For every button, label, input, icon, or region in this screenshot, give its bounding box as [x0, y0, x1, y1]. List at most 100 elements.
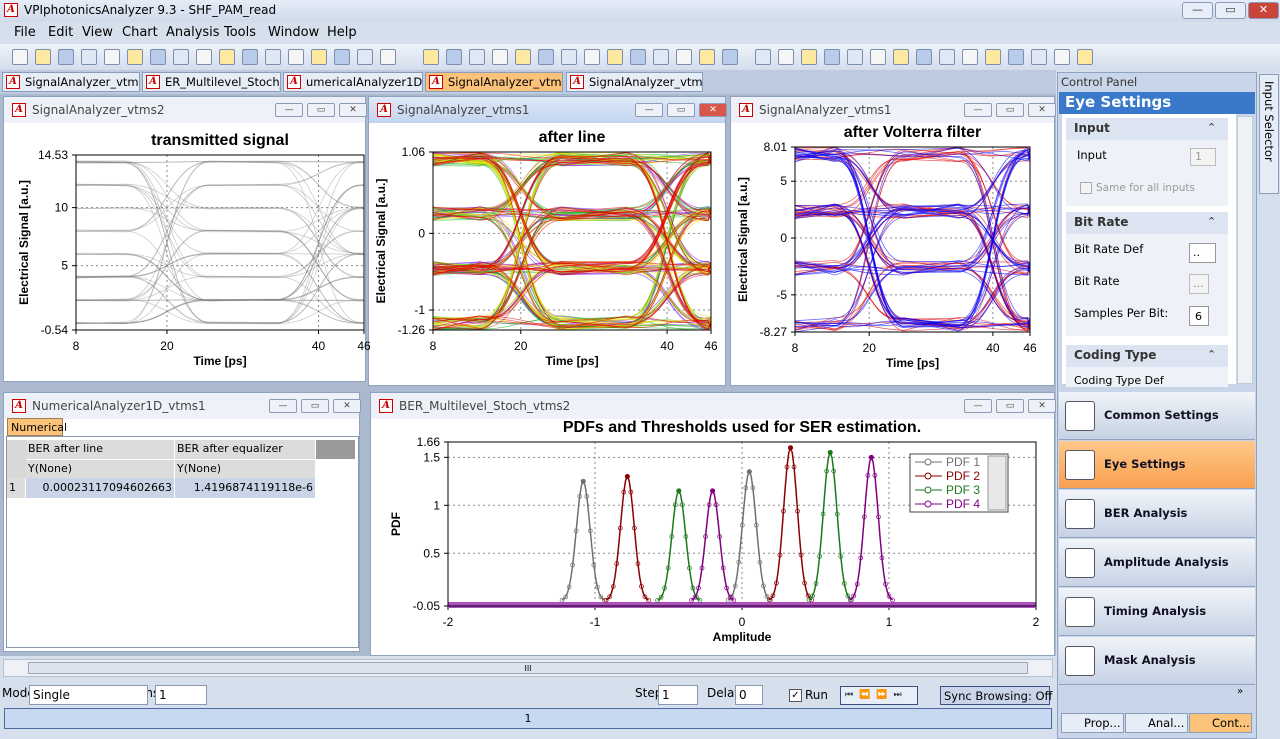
toolbar-button[interactable] [219, 49, 235, 65]
toolbar-button[interactable] [538, 49, 554, 65]
toolbar-button[interactable] [196, 49, 212, 65]
nav-button[interactable]: Common Settings [1059, 392, 1255, 440]
run-checkbox[interactable]: ✓ [789, 689, 802, 702]
menu-item[interactable]: Analysis [166, 25, 220, 40]
dropdown[interactable]: 1 [1190, 148, 1216, 166]
menu-item[interactable]: File [14, 25, 36, 40]
toolbar-button[interactable] [1031, 49, 1047, 65]
toolbar-button[interactable] [288, 49, 304, 65]
toolbar-button[interactable] [939, 49, 955, 65]
input-field[interactable]: 1 [658, 685, 698, 705]
child-button[interactable]: — [964, 399, 992, 413]
menu-item[interactable]: Chart [122, 25, 158, 40]
toolbar-button[interactable] [1054, 49, 1070, 65]
toolbar-button[interactable] [778, 49, 794, 65]
menu-item[interactable]: Help [327, 25, 357, 40]
input-field[interactable]: Single [29, 685, 148, 705]
toolbar-button[interactable] [311, 49, 327, 65]
toolbar-button[interactable] [985, 49, 1001, 65]
toolbar-button[interactable] [334, 49, 350, 65]
section-header[interactable]: Coding Type [1066, 345, 1228, 367]
window-button[interactable]: ▭ [1215, 2, 1246, 19]
nav-buttons[interactable]: ⏮⏪⏩⏭ [840, 686, 918, 705]
toolbar-button[interactable] [1008, 49, 1024, 65]
menu-item[interactable]: Edit [48, 25, 74, 40]
dropdown[interactable]: .. [1189, 243, 1216, 263]
child-button[interactable]: — [269, 399, 297, 413]
panel-tab[interactable]: Prop... [1061, 713, 1124, 733]
toolbar-button[interactable] [150, 49, 166, 65]
toolbar-button[interactable] [893, 49, 909, 65]
nav-button[interactable]: Timing Analysis [1059, 588, 1255, 636]
sync-button[interactable]: Sync Browsing: Off [940, 686, 1052, 705]
child-button[interactable]: ✕ [699, 103, 727, 117]
toolbar-button[interactable] [699, 49, 715, 65]
document-tab[interactable]: A SignalAnalyzer_vtms2 [2, 72, 140, 92]
child-button[interactable]: ▭ [307, 103, 335, 117]
panel-tab[interactable]: Cont... [1189, 713, 1252, 733]
toolbar-button[interactable] [607, 49, 623, 65]
nav-button[interactable]: Amplitude Analysis [1059, 539, 1255, 587]
child-button[interactable]: ▭ [996, 399, 1024, 413]
toolbar-button[interactable] [916, 49, 932, 65]
menu-item[interactable]: Window [268, 25, 320, 40]
scroll-thumb[interactable]: III [28, 662, 1028, 674]
menu-item[interactable]: View [82, 25, 113, 40]
nav-button[interactable]: Eye Settings [1059, 441, 1255, 489]
window-button[interactable]: ✕ [1248, 2, 1279, 19]
side-tab[interactable]: Input Selector [1259, 74, 1279, 194]
toolbar-button[interactable] [824, 49, 840, 65]
child-button[interactable]: ✕ [1028, 399, 1056, 413]
checkbox[interactable] [1080, 182, 1092, 194]
table-cell[interactable]: 0.00023117094602663 [26, 478, 175, 498]
table-tab[interactable]: Numerical [7, 418, 67, 436]
section-header[interactable]: Bit Rate [1066, 212, 1228, 234]
nav-button[interactable]: Mask Analysis [1059, 637, 1255, 685]
toolbar-button[interactable] [469, 49, 485, 65]
toolbar-button[interactable] [242, 49, 258, 65]
toolbar-button[interactable] [584, 49, 600, 65]
toolbar-button[interactable] [104, 49, 120, 65]
child-button[interactable]: ▭ [667, 103, 695, 117]
document-tab[interactable]: A SignalAnalyzer_vtms1 [425, 72, 563, 92]
child-button[interactable]: ✕ [1028, 103, 1056, 117]
toolbar-button[interactable] [676, 49, 692, 65]
document-tab[interactable]: A ER_Multilevel_Stoch_vtm: [142, 72, 281, 92]
input-field[interactable]: 0 [735, 685, 763, 705]
child-button[interactable]: — [964, 103, 992, 117]
toolbar-button[interactable] [492, 49, 508, 65]
menu-item[interactable]: Tools [224, 25, 257, 40]
button[interactable]: ... [1189, 274, 1209, 294]
toolbar-button[interactable] [12, 49, 28, 65]
window-button[interactable]: — [1182, 2, 1213, 19]
toolbar-button[interactable] [561, 49, 577, 65]
toolbar-button[interactable] [380, 49, 396, 65]
toolbar-button[interactable] [870, 49, 886, 65]
child-button[interactable]: ▭ [996, 103, 1024, 117]
child-button[interactable]: — [275, 103, 303, 117]
toolbar-button[interactable] [1077, 49, 1093, 65]
toolbar-button[interactable] [801, 49, 817, 65]
table-cell[interactable]: 1.4196874119118e-6 [175, 478, 316, 498]
child-button[interactable]: ▭ [301, 399, 329, 413]
toolbar-button[interactable] [515, 49, 531, 65]
toolbar-button[interactable] [423, 49, 439, 65]
toolbar-button[interactable] [722, 49, 738, 65]
toolbar-button[interactable] [35, 49, 51, 65]
panel-tab[interactable]: Anal... [1125, 713, 1188, 733]
toolbar-button[interactable] [173, 49, 189, 65]
input-field[interactable]: 1 [155, 685, 207, 705]
child-button[interactable]: ✕ [333, 399, 361, 413]
toolbar-button[interactable] [127, 49, 143, 65]
toolbar-button[interactable] [81, 49, 97, 65]
toolbar-button[interactable] [265, 49, 281, 65]
toolbar-button[interactable] [962, 49, 978, 65]
toolbar-button[interactable] [446, 49, 462, 65]
section-header[interactable]: Input [1066, 118, 1228, 140]
toolbar-button[interactable] [847, 49, 863, 65]
toolbar-button[interactable] [653, 49, 669, 65]
nav-button[interactable]: BER Analysis [1059, 490, 1255, 538]
toolbar-button[interactable] [357, 49, 373, 65]
toolbar-button[interactable] [58, 49, 74, 65]
